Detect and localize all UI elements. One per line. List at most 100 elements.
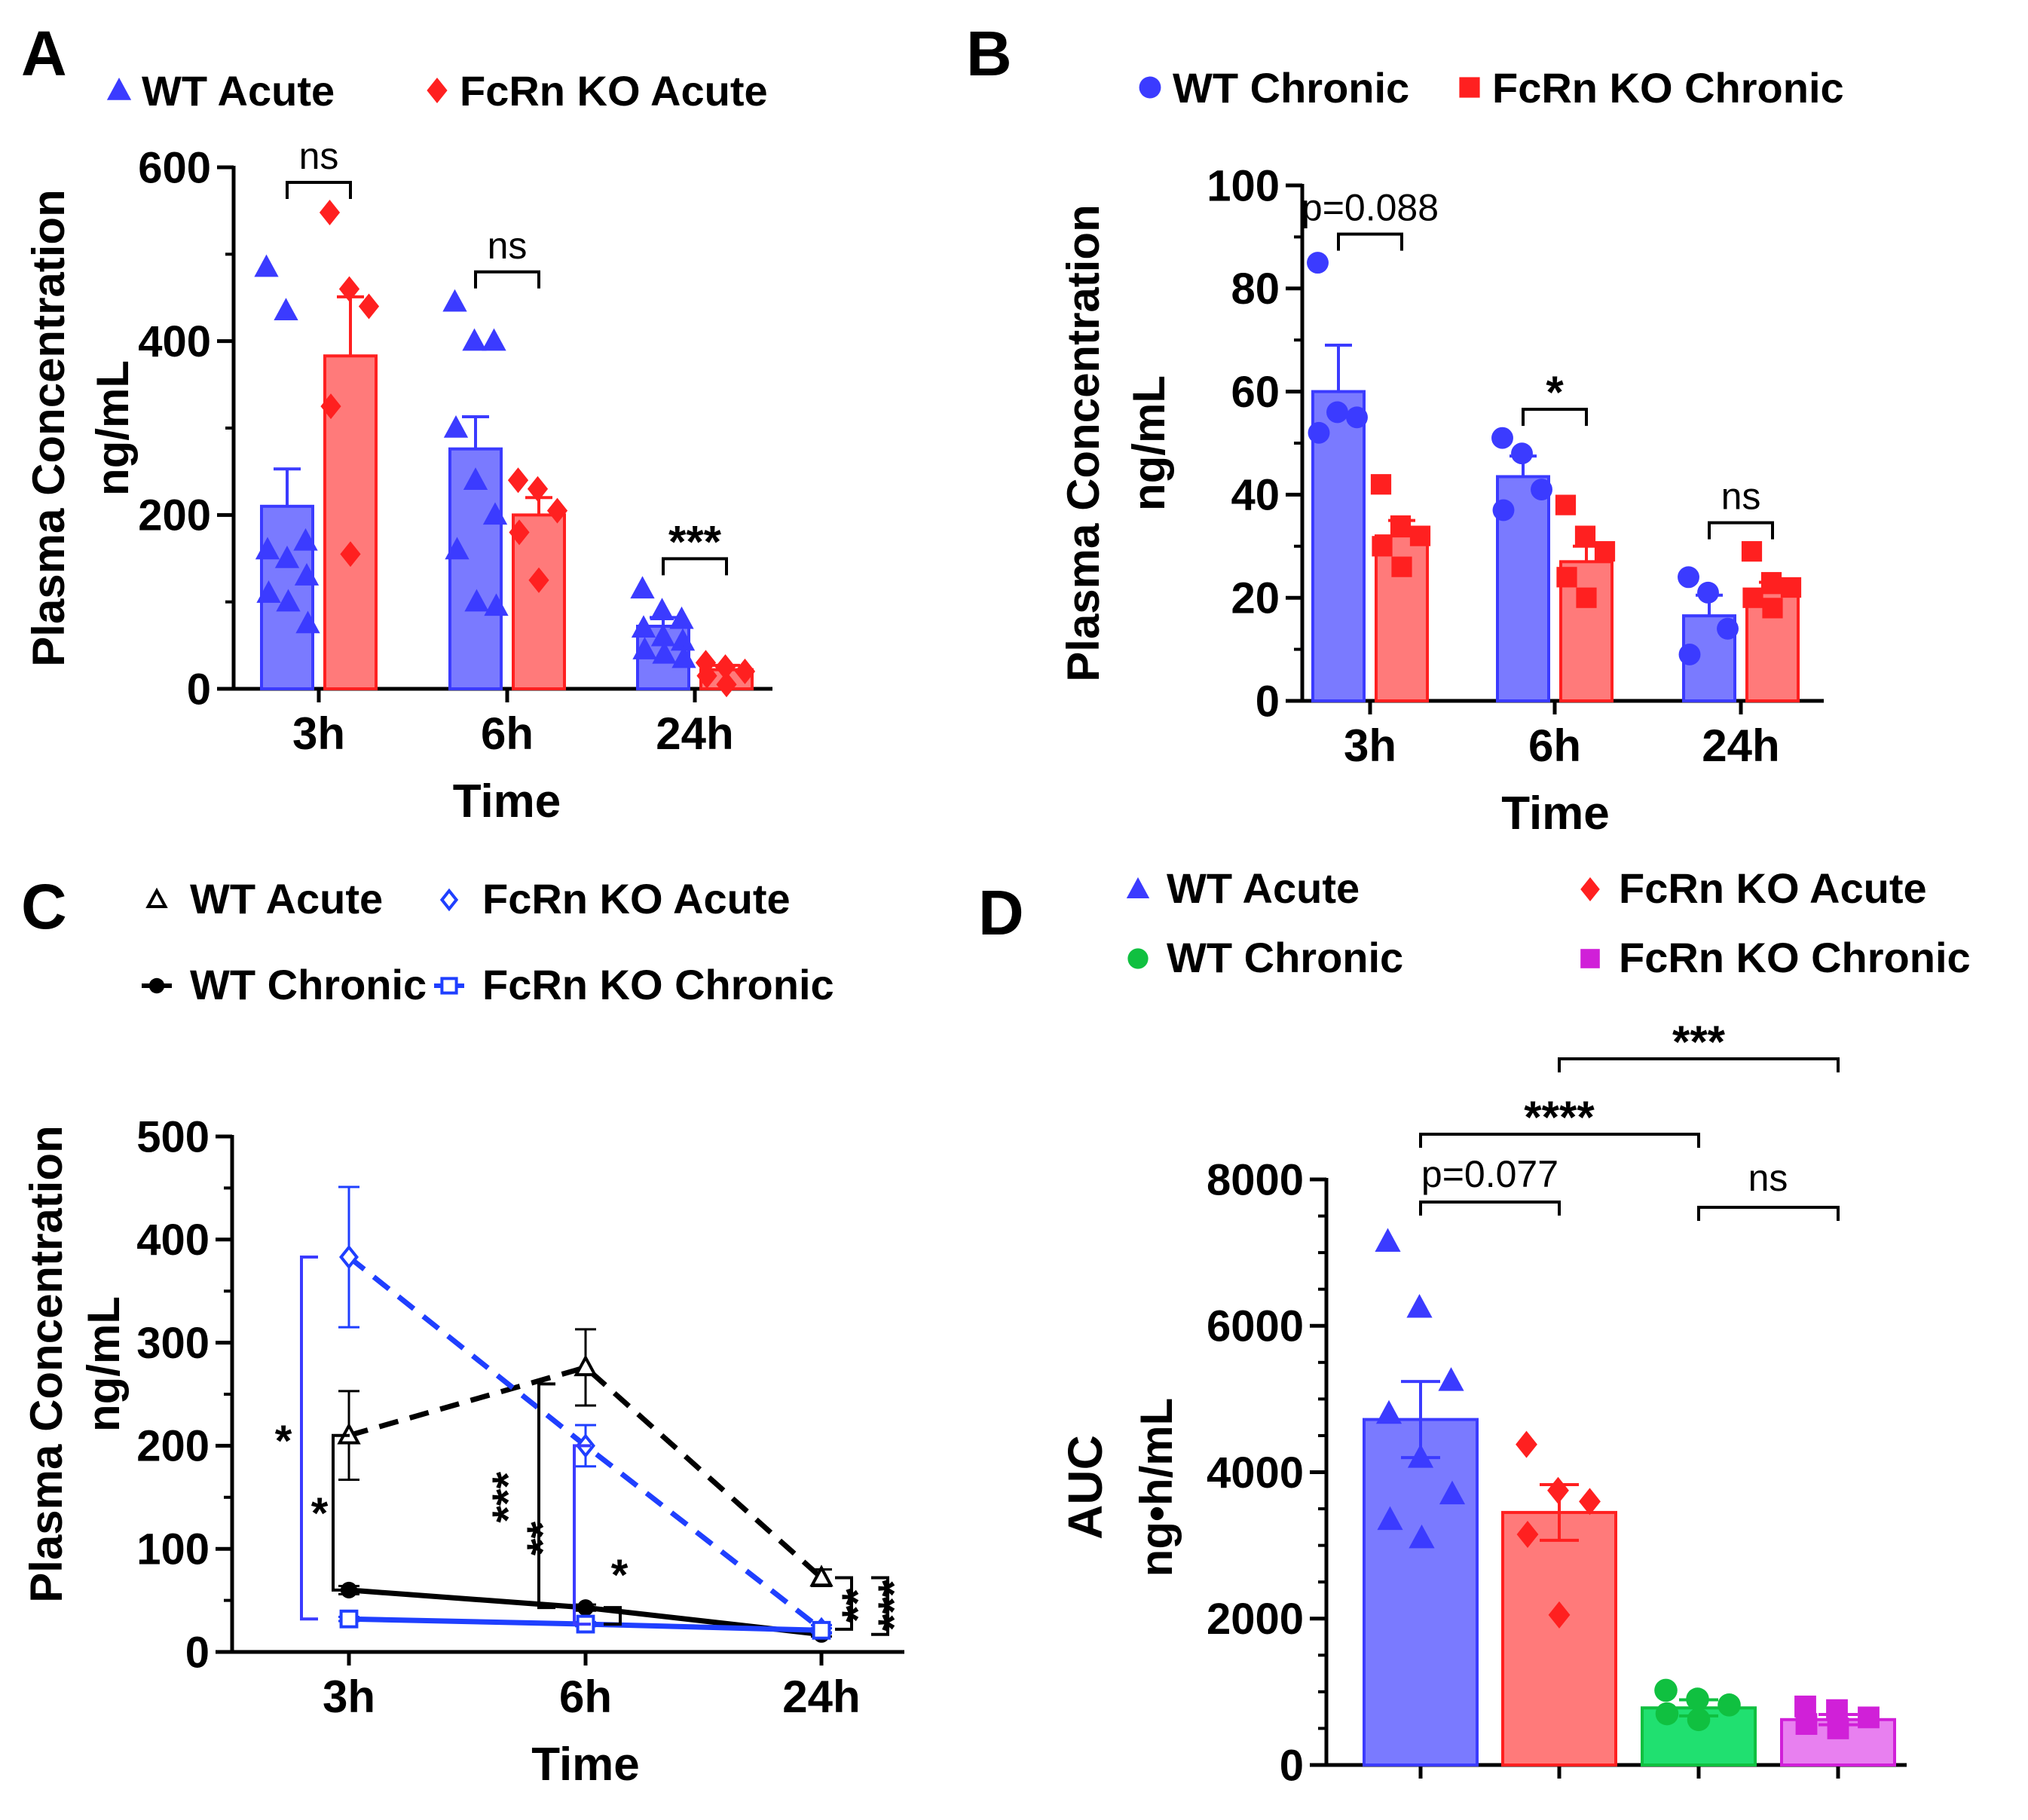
y-axis-label: Plasma Concentration [21, 1125, 72, 1603]
data-point [1762, 598, 1783, 619]
x-tick-label-6h: 6h [559, 1672, 612, 1722]
y-axis-label: Plasma Concentration [1058, 204, 1109, 682]
data-point [1409, 525, 1431, 546]
data-point [1407, 1444, 1434, 1468]
data-point [669, 606, 694, 629]
legend-label-fcrn-ko-chronic: FcRn KO Chronic [1619, 934, 1971, 981]
significance-bracket [1522, 408, 1588, 427]
data-point [1375, 1399, 1402, 1424]
data-point [546, 497, 568, 524]
data-point [1511, 442, 1533, 465]
significance-bracket [871, 1576, 889, 1636]
data-point [1858, 1706, 1880, 1729]
data-point [527, 476, 549, 502]
panel-b-y-tick-label: 20 [1231, 574, 1280, 623]
data-point [1491, 427, 1513, 449]
significance-bracket [1697, 1206, 1840, 1221]
data-point [1579, 1488, 1601, 1516]
data-point [631, 615, 656, 638]
significance-bracket [1558, 1057, 1840, 1072]
data-point [1438, 1367, 1464, 1391]
data-point [482, 502, 508, 525]
significance-label: *** [484, 1472, 533, 1523]
data-point [574, 1354, 598, 1377]
data-point [482, 328, 506, 351]
bar-fcrn-ko-chronic-24h [1745, 591, 1800, 702]
legend-marker [106, 78, 132, 100]
significance-label: * [311, 1489, 329, 1538]
data-point [1655, 1702, 1679, 1726]
legend-marker [439, 888, 459, 912]
data-point [1795, 1713, 1818, 1736]
significance-bracket [662, 557, 728, 576]
y-axis-unit: ng/mL [78, 1296, 129, 1432]
x-axis-label: Time [531, 1739, 640, 1791]
x-tick-label-3h: 3h [323, 1672, 375, 1722]
data-point [484, 593, 509, 616]
data-point [1307, 252, 1329, 274]
data-point [1576, 587, 1597, 608]
legend-label-wt-chronic: WT Chronic [190, 961, 427, 1008]
data-point [274, 298, 298, 321]
data-point [1531, 479, 1552, 501]
data-point [295, 610, 320, 634]
data-point [1492, 499, 1515, 522]
data-point [320, 393, 341, 420]
data-point [1717, 617, 1739, 640]
data-point [1409, 1524, 1435, 1549]
legend-label-fcrn-ko-acute: FcRn KO Acute [460, 67, 768, 115]
data-point [1742, 587, 1763, 608]
legend-label-fcrn-ko-acute: FcRn KO Acute [482, 875, 791, 922]
significance-bracket [286, 180, 352, 199]
panel-a-y-tick-label: 400 [138, 317, 211, 366]
significance-label: p=0.088 [1302, 187, 1439, 229]
panel-d-y-tick-label: 2000 [1207, 1595, 1304, 1644]
y-axis-unit: ng/mL [1124, 375, 1174, 511]
legend-marker [440, 977, 458, 995]
data-point [1760, 572, 1782, 593]
data-point [1556, 567, 1577, 588]
panel-d-y-tick-label: 4000 [1207, 1448, 1304, 1497]
legend-label-wt-acute: WT Acute [190, 875, 383, 922]
bar-fcrn-ko-acute [1501, 1510, 1617, 1766]
data-point [1547, 1476, 1569, 1504]
significance-bracket [474, 270, 540, 289]
panel-c-y-tick-label: 0 [185, 1628, 210, 1677]
panel-b-y-tick-label: 100 [1207, 161, 1280, 210]
significance-bracket [332, 1433, 350, 1592]
significance-label: ns [299, 135, 339, 177]
significance-label: *** [668, 516, 722, 567]
data-point [1439, 1480, 1466, 1505]
data-point [734, 658, 756, 684]
data-point [1654, 1678, 1678, 1702]
significance-label: **** [1524, 1092, 1595, 1142]
panel-c-y-tick-label: 200 [136, 1422, 210, 1471]
significance-bracket [604, 1606, 622, 1626]
data-point [1718, 1693, 1741, 1717]
x-tick-label-3h: 3h [1344, 720, 1396, 771]
significance-label: ns [1721, 476, 1761, 518]
data-point [671, 645, 696, 668]
data-point [1826, 1699, 1848, 1721]
data-point [339, 1244, 359, 1270]
data-point [445, 537, 470, 560]
data-point [1372, 536, 1393, 557]
panel-b-y-tick-label: 60 [1231, 368, 1280, 417]
data-point [714, 654, 736, 681]
panel-b-letter: B [966, 18, 1012, 89]
data-point [293, 528, 318, 551]
significance-bracket [1337, 232, 1403, 251]
panel-b-y-tick-label: 0 [1256, 677, 1280, 726]
data-point [1548, 1601, 1571, 1629]
panel-d-y-tick-label: 6000 [1207, 1302, 1304, 1351]
data-point [528, 567, 549, 593]
data-point [577, 1599, 595, 1617]
legend-marker [427, 78, 448, 103]
data-point [294, 563, 320, 586]
legend-marker [1459, 77, 1480, 98]
significance-label: p=0.077 [1421, 1153, 1558, 1195]
panel-a-y-tick-label: 600 [138, 143, 211, 192]
panel-a-letter: A [21, 18, 67, 89]
data-point [274, 546, 300, 568]
panel-c-y-tick-label: 400 [136, 1216, 210, 1265]
